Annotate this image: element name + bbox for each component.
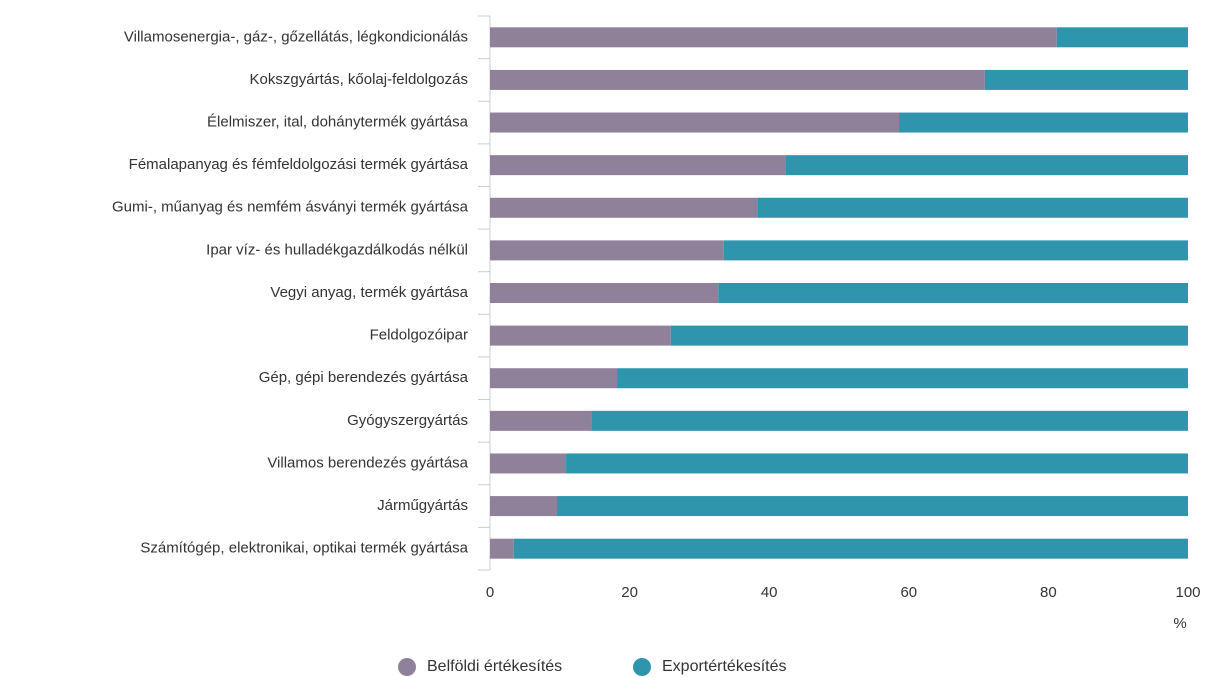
bar-segment [490, 538, 514, 559]
y-tick-label: Gép, gépi berendezés gyártása [259, 369, 469, 386]
bar-segment [490, 453, 567, 474]
bar-segment [490, 368, 618, 389]
bar-segment [785, 155, 1188, 176]
bar-segment [557, 496, 1188, 517]
x-tick-label: 40 [761, 584, 778, 601]
bar-segment [490, 325, 671, 346]
x-tick-label: 20 [621, 584, 638, 601]
bar-segment [490, 112, 900, 133]
y-tick-label: Járműgyártás [377, 497, 468, 514]
bar-segment [757, 197, 1188, 218]
bar-segment [490, 496, 558, 517]
legend-label: Exportértékesítés [662, 658, 787, 675]
bar-segment [490, 240, 724, 261]
bar-segment [490, 69, 985, 90]
bar-segment [490, 155, 786, 176]
y-tick-label: Feldolgozóipar [370, 327, 468, 344]
x-tick-label: 100 [1175, 584, 1200, 601]
x-tick-label: 0 [486, 584, 494, 601]
bar-segment [723, 240, 1188, 261]
x-tick-label: 80 [1040, 584, 1057, 601]
bar-segment [490, 410, 592, 431]
y-tick-label: Villamosenergia-, gáz-, gőzellátás, légk… [124, 28, 468, 45]
y-tick-label: Kokszgyártás, kőolaj-feldolgozás [250, 71, 468, 88]
bar-segment [490, 197, 758, 218]
bar-segment [566, 453, 1188, 474]
legend-marker [633, 658, 651, 676]
x-tick-label: 60 [900, 584, 917, 601]
bar-segment [899, 112, 1188, 133]
legend-marker [398, 658, 416, 676]
y-tick-label: Gumi-, műanyag és nemfém ásványi termék … [112, 199, 469, 216]
bar-segment [718, 283, 1188, 303]
y-tick-label: Számítógép, elektronikai, optikai termék… [140, 540, 468, 557]
bar-segment [513, 538, 1188, 559]
bar-segment [670, 325, 1188, 346]
y-tick-label: Fémalapanyag és fémfeldolgozási termék g… [129, 156, 469, 173]
y-tick-label: Gyógyszergyártás [347, 412, 468, 429]
bar-segment [984, 69, 1188, 90]
y-tick-label: Villamos berendezés gyártása [267, 454, 468, 471]
bar-segment [591, 410, 1188, 431]
bar-segment [617, 368, 1188, 389]
legend-label: Belföldi értékesítés [427, 658, 562, 675]
x-axis-label: % [1173, 615, 1186, 632]
y-tick-label: Vegyi anyag, termék gyártása [270, 284, 468, 301]
bar-segment [1056, 27, 1188, 48]
bar-segment [490, 27, 1057, 48]
y-tick-label: Ipar víz- és hulladékgazdálkodás nélkül [206, 241, 468, 258]
bar-segment [490, 283, 719, 303]
y-tick-label: Élelmiszer, ital, dohánytermék gyártása [207, 114, 469, 131]
